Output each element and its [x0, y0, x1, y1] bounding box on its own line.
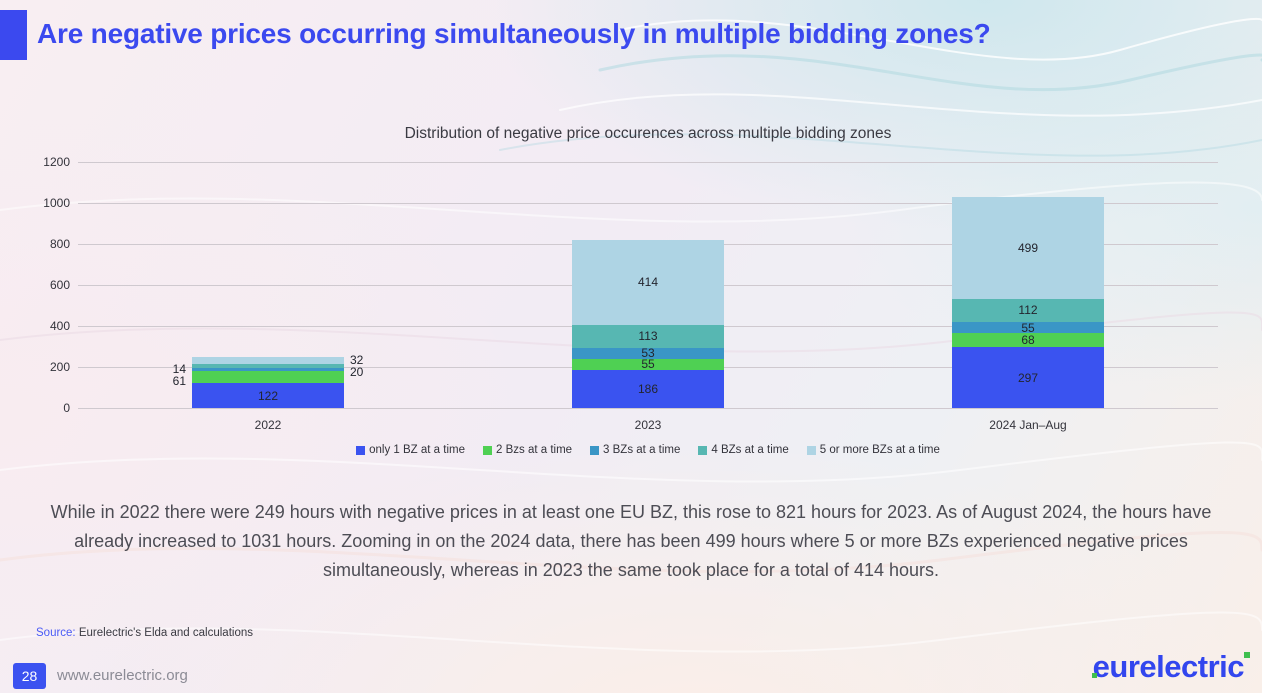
bar-segment: 55 [572, 357, 724, 372]
legend-label: only 1 BZ at a time [369, 444, 465, 456]
page-title: Are negative prices occurring simultaneo… [37, 18, 991, 49]
y-axis-tick: 800 [49, 237, 70, 251]
legend-swatch [806, 445, 816, 455]
legend-label: 2 Bzs at a time [495, 444, 573, 456]
bar-segment: 186 [572, 369, 724, 408]
bar-segment: 499 [952, 196, 1104, 299]
title-accent-bar [0, 10, 27, 60]
y-axis-tick: 0 [63, 401, 70, 415]
bar-segment: 68 [952, 333, 1104, 348]
bar-value-label: 53 [641, 346, 655, 361]
logo-green-accent-right-icon [1244, 652, 1250, 658]
source-line: Source: Eurelectric's Elda and calculati… [36, 627, 253, 639]
bar-segment [192, 363, 344, 368]
chart-legend: only 1 BZ at a time 2 Bzs at a time 3 BZs … [78, 444, 1218, 456]
legend-swatch [356, 445, 366, 455]
bar-value-label: 68 [1021, 333, 1035, 348]
bar-value-label: 113 [638, 329, 658, 344]
body-text: While in 2022 there were 249 hours with … [50, 502, 1212, 580]
bar-segment: 297 [952, 347, 1104, 408]
y-axis-tick: 1200 [43, 155, 70, 169]
chart-title: Distribution of negative price occurence… [404, 125, 892, 142]
bar-segment [192, 370, 344, 383]
legend-swatch [482, 445, 492, 455]
chart-plot-area: 0 200 400 600 800 1000 1200 122 14 61 32 20 2022 186 5… [43, 155, 1218, 432]
source-label: Source: [36, 627, 76, 639]
y-axis-tick: 600 [49, 278, 70, 292]
legend-swatch [590, 445, 600, 455]
legend-item: only 1 BZ at a time [356, 444, 465, 456]
bar-2022: 122 [192, 162, 344, 408]
bar-segment: 53 [572, 346, 724, 361]
bar-value-label: 499 [1017, 240, 1039, 255]
y-axis-tick: 200 [49, 360, 70, 374]
bar-value-label: 122 [257, 388, 279, 403]
bar-2023: 186 55 53 113 414 [572, 162, 724, 408]
gridline [78, 407, 1218, 409]
bar-segment: 122 [192, 383, 344, 408]
bar-value-label: 112 [1018, 303, 1038, 318]
legend-swatch [698, 445, 708, 455]
bar-value-label: 14 [172, 362, 186, 377]
bar-value-label: 61 [172, 374, 186, 389]
bar-value-label: 55 [641, 357, 655, 372]
bar-value-label: 414 [637, 275, 659, 290]
bar-segment: 112 [952, 298, 1104, 322]
legend-item: 2 Bzs at a time [482, 444, 573, 456]
gridline [78, 161, 1218, 163]
bar-segment: 55 [952, 320, 1104, 335]
x-axis-label: 2022 [254, 418, 282, 432]
legend-label: 5 or more BZs at a time [819, 444, 940, 456]
bar-segment: 414 [572, 239, 724, 325]
x-axis-label: 2024 Jan–Aug [989, 418, 1067, 432]
logo-green-accent-left-icon [1091, 673, 1097, 678]
source-text: Eurelectric's Elda and calculations [78, 627, 253, 639]
eurelectric-logo: eurelectric [1091, 649, 1250, 685]
bar-value-label: 186 [637, 381, 659, 396]
x-axis-label: 2023 [634, 418, 662, 432]
logo-text: eurelectric [1092, 649, 1245, 684]
website-link[interactable]: www.eurelectric.org [57, 667, 188, 684]
legend-label: 3 BZs at a time [603, 444, 681, 456]
legend-item: 5 or more BZs at a time [806, 444, 940, 456]
bar-value-label: 20 [350, 365, 364, 380]
bar-segment [192, 356, 344, 364]
bar-value-label: 297 [1017, 370, 1039, 385]
bar-value-label: 32 [350, 353, 364, 368]
bar-segment: 113 [572, 324, 724, 348]
legend-item: 3 BZs at a time [590, 444, 680, 456]
bar-value-label: 55 [1021, 320, 1035, 335]
bar-2024 Jan–Aug: 297 68 55 112 499 [952, 162, 1104, 408]
y-axis-tick: 1000 [43, 196, 70, 210]
legend-item: 4 BZs at a time [698, 444, 789, 456]
page-number-badge: 28 [13, 663, 46, 689]
bar-segment [192, 367, 344, 371]
y-axis-tick: 400 [49, 319, 70, 333]
legend-label: 4 BZs at a time [711, 444, 789, 456]
